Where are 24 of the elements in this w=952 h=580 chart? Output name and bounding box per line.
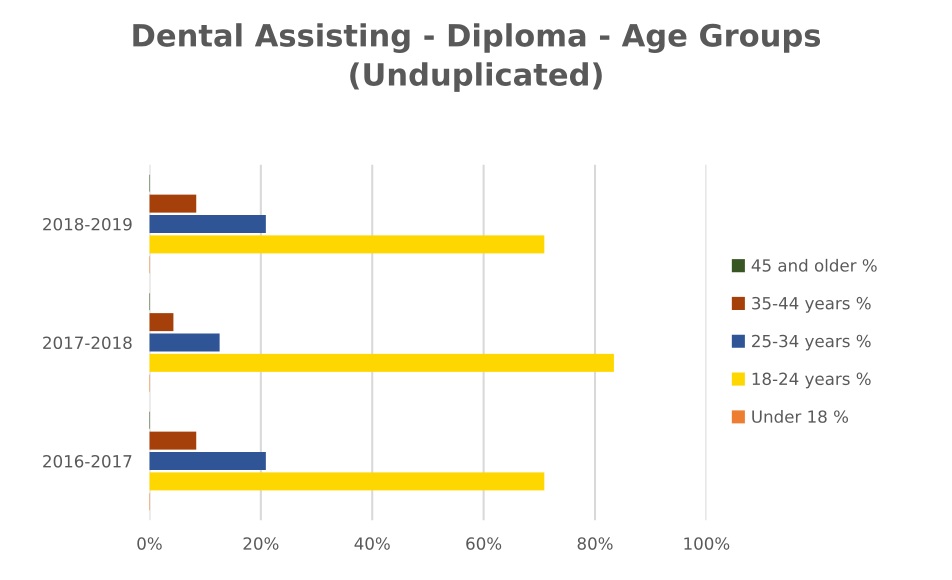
bar [149, 333, 220, 352]
x-tick-label: 0% [137, 537, 162, 550]
x-tick-label: 100% [684, 537, 730, 550]
y-tick-label: 2017-2018 [43, 336, 132, 350]
y-tick-label: 2016-2017 [43, 454, 132, 468]
bar [149, 432, 196, 450]
bar [149, 313, 174, 332]
bar [149, 354, 614, 372]
legend-label: 25-34 years % [752, 334, 871, 351]
bar [149, 194, 196, 213]
x-tick-label: 60% [466, 537, 502, 550]
legend-label: 45 and older % [752, 258, 877, 272]
x-tick-label: 40% [354, 537, 390, 550]
bar [149, 472, 544, 490]
x-tick-label: 80% [578, 537, 613, 550]
legend-label: Under 18 % [752, 410, 848, 423]
legend-label: 18-24 years % [752, 372, 871, 388]
chart-title: Dental Assisting - Diploma - Age Groups (Unduplicated) [133, 23, 820, 92]
x-tick-label: 20% [244, 537, 278, 550]
y-tick-label: 2018-2019 [43, 218, 132, 231]
bar [149, 452, 266, 470]
bar [149, 235, 544, 254]
bar [149, 214, 266, 233]
legend-label: 35-44 years % [752, 296, 871, 313]
